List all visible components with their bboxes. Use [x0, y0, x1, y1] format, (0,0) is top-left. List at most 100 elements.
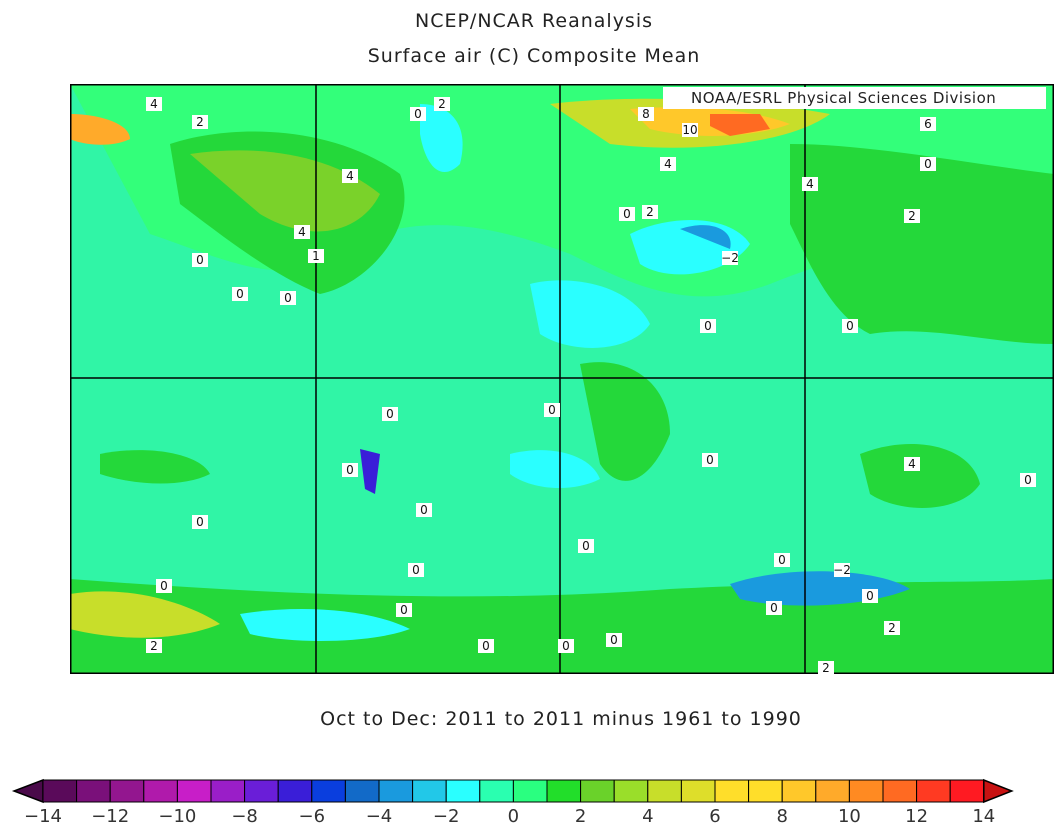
colorbar-swatch	[848, 779, 884, 803]
colorbar-swatch	[244, 779, 279, 803]
svg-text:0: 0	[196, 515, 204, 529]
colorbar-tick-label: −12	[91, 806, 130, 827]
region-australia	[860, 444, 980, 508]
svg-text:4: 4	[908, 457, 916, 471]
colorbar-tick-label: 0	[507, 806, 520, 827]
colorbar	[11, 778, 1014, 804]
svg-text:4: 4	[150, 97, 158, 111]
region-alaska-warm	[70, 114, 130, 145]
contour-label: 0	[578, 539, 594, 553]
svg-text:8: 8	[642, 107, 650, 121]
colorbar-swatch	[378, 779, 414, 803]
contour-label: 2	[434, 97, 450, 111]
svg-text:0: 0	[778, 553, 786, 567]
colorbar-tick-label: 2	[574, 806, 587, 827]
svg-text:4: 4	[664, 157, 672, 171]
colorbar-tick-label: 8	[776, 806, 788, 827]
svg-text:0: 0	[482, 639, 490, 653]
colorbar-tick-label: 4	[642, 806, 654, 827]
colorbar-swatch	[680, 779, 716, 803]
colorbar-swatch	[580, 779, 615, 803]
contour-label: 0	[862, 589, 878, 603]
colorbar-tick-label: −6	[298, 806, 326, 827]
chart-subtitle: Surface air (C) Composite Mean	[367, 45, 701, 67]
colorbar-swatch	[512, 779, 548, 803]
region-africa	[580, 362, 670, 481]
credit-label: NOAA/ESRL Physical Sciences Division	[663, 87, 1046, 109]
contour-label: 0	[382, 407, 398, 421]
contour-label: 0	[700, 319, 716, 333]
contour-label: 4	[904, 457, 920, 471]
colorbar-tick-label: 12	[905, 806, 929, 827]
contour-label: 0	[1020, 473, 1036, 487]
contour-label: 2	[884, 621, 900, 635]
svg-text:0: 0	[548, 403, 556, 417]
contour-label: 10	[682, 123, 698, 137]
colorbar-swatch	[882, 779, 918, 803]
colorbar-swatch	[613, 779, 649, 803]
colorbar-swatch	[412, 779, 447, 803]
region-pacific-warm	[100, 450, 210, 484]
svg-text:2: 2	[822, 661, 830, 674]
svg-text:0: 0	[196, 253, 204, 267]
contour-label: 0	[342, 463, 358, 477]
colorbar-tick-label: −4	[365, 806, 393, 827]
map-frame	[70, 84, 1054, 674]
colorbar-swatch	[815, 779, 850, 803]
contour-label: 4	[342, 169, 358, 183]
colorbar-tick-label: −8	[231, 806, 258, 827]
svg-text:−2: −2	[833, 563, 851, 577]
contour-label: 0	[192, 253, 208, 267]
contour-label: 0	[606, 633, 622, 647]
chart-title: NCEP/NCAR Reanalysis	[414, 10, 654, 32]
contour-label: −2	[721, 251, 739, 265]
contour-label: 2	[642, 205, 658, 219]
region-asia	[790, 144, 1054, 344]
contour-label: 0	[192, 515, 208, 529]
colorbar-swatch	[109, 779, 145, 803]
svg-text:0: 0	[704, 319, 712, 333]
colorbar-swatch	[143, 779, 178, 803]
contour-label: 0	[408, 563, 424, 577]
region-central-asia-colder	[680, 225, 731, 249]
contour-label: 4	[802, 177, 818, 191]
contour-label: 0	[558, 639, 574, 653]
period-label: Oct to Dec: 2011 to 2011 minus 1961 to 1…	[320, 708, 802, 730]
colorbar-swatch	[781, 779, 817, 803]
contour-label: 4	[146, 97, 162, 111]
svg-text:0: 0	[284, 291, 292, 305]
colorbar-swatch	[445, 779, 481, 803]
region-greenland-cold	[420, 104, 463, 173]
colorbar-tick-label: −2	[432, 806, 460, 827]
contour-label: 4	[294, 225, 310, 239]
svg-text:0: 0	[160, 579, 168, 593]
colorbar-tick-label: −14	[24, 806, 62, 827]
svg-text:0: 0	[346, 463, 354, 477]
contour-label: 0	[416, 503, 432, 517]
colorbar-swatch	[647, 779, 682, 803]
svg-text:0: 0	[610, 633, 618, 647]
contour-label: 0	[842, 319, 858, 333]
colorbar-over-arrow	[983, 778, 1014, 804]
svg-text:2: 2	[438, 97, 446, 111]
svg-text:2: 2	[908, 209, 916, 223]
contour-label: 0	[766, 601, 782, 615]
svg-text:0: 0	[386, 407, 394, 421]
contour-label: 0	[478, 639, 494, 653]
contour-label: 0	[396, 603, 412, 617]
colorbar-swatch	[479, 779, 514, 803]
svg-text:0: 0	[623, 207, 631, 221]
region-siberia-max	[710, 114, 770, 136]
contour-label: 6	[920, 117, 936, 131]
contour-label: 4	[660, 157, 676, 171]
colorbar-swatch	[714, 779, 750, 803]
contour-label: 0	[156, 579, 172, 593]
colorbar-swatch	[344, 779, 380, 803]
colorbar-tick-label: −10	[158, 806, 197, 827]
colorbar-swatch	[546, 779, 582, 803]
contour-label: 0	[920, 157, 936, 171]
region-antarctic-warm	[70, 591, 220, 638]
svg-text:0: 0	[236, 287, 244, 301]
svg-text:10: 10	[682, 123, 697, 137]
